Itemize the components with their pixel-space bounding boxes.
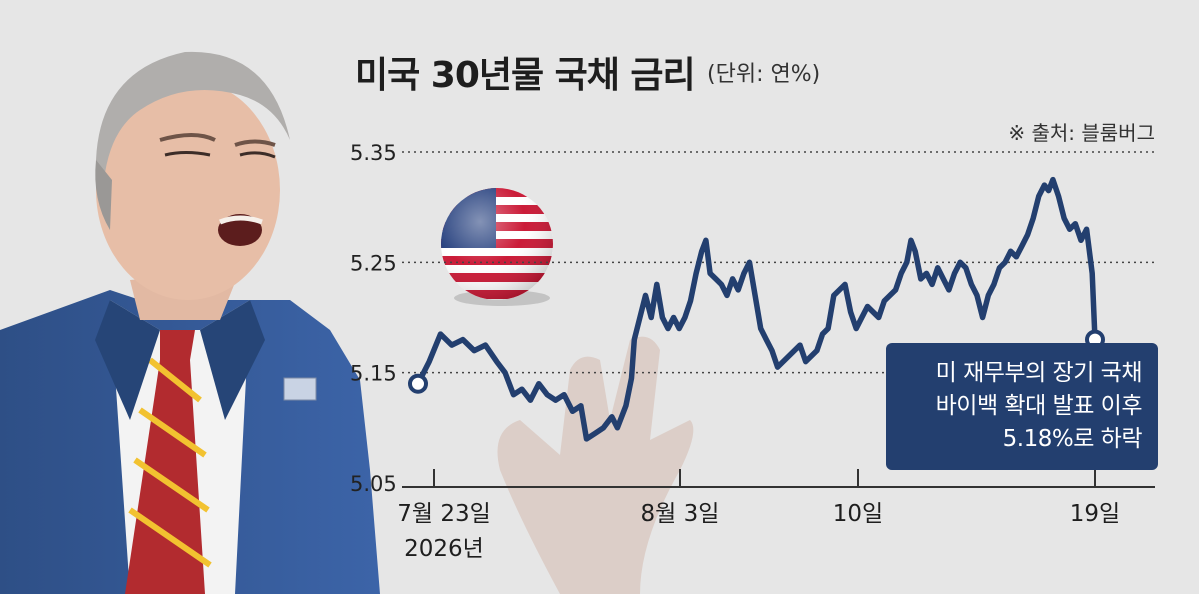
annotation-callout: 미 재무부의 장기 국채 바이백 확대 발표 이후 5.18%로 하락 [886, 343, 1158, 470]
chart-title: 미국 30년물 국채 금리 [355, 55, 696, 96]
x-axis [402, 469, 1155, 488]
x-tick-label: 19일 [1070, 501, 1120, 527]
callout-line-3: 5.18%로 하락 [1002, 426, 1143, 452]
y-tick-label: 5.05 [350, 472, 397, 496]
x-tick-label: 7월 23일 [397, 501, 491, 527]
x-year-label: 2026년 [404, 536, 484, 562]
chart-source: ※ 출처: 블룸버그 [1008, 121, 1155, 145]
start-point-marker [408, 373, 428, 394]
chart-unit: (단위: 연%) [707, 62, 821, 87]
us-flag-icon [441, 188, 553, 306]
callout-line-1: 미 재무부의 장기 국채 [935, 360, 1143, 386]
yield-line [415, 176, 1098, 442]
person-photo [0, 51, 694, 594]
x-tick-label: 8월 3일 [641, 501, 720, 527]
y-tick-label: 5.25 [350, 251, 397, 275]
callout-line-2: 바이백 확대 발표 이후 [935, 393, 1143, 419]
y-tick-label: 5.35 [350, 141, 397, 165]
y-tick-label: 5.15 [350, 362, 397, 386]
x-tick-label: 10일 [833, 501, 883, 527]
